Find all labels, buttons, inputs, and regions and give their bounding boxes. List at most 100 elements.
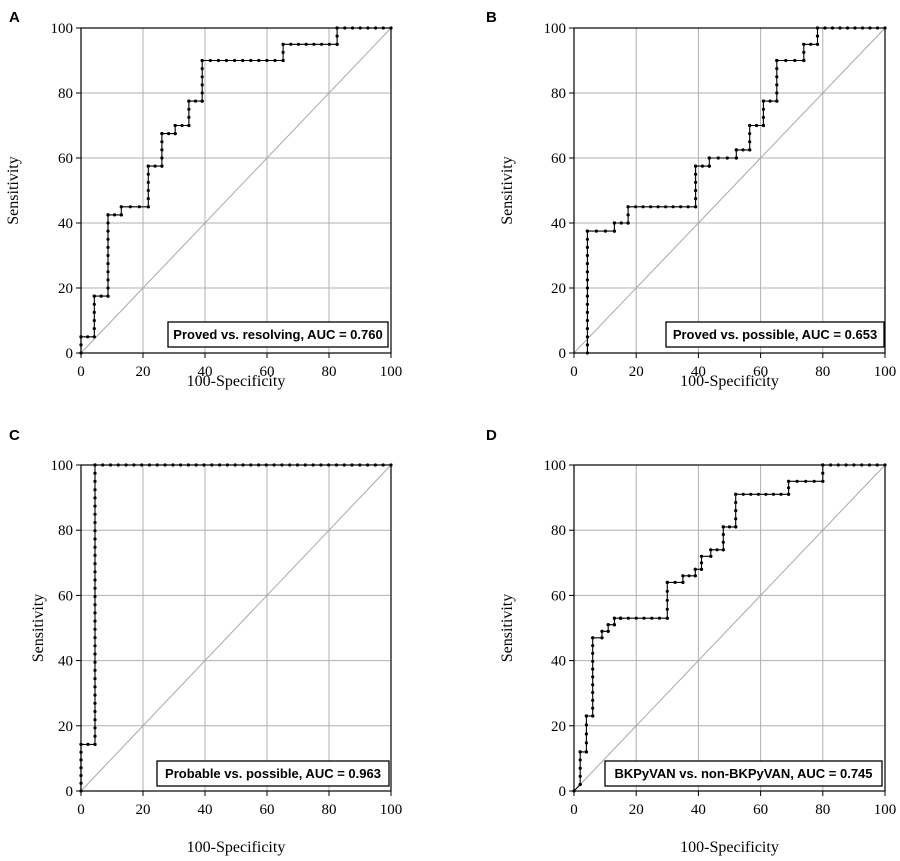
roc-point [106, 237, 110, 241]
roc-point [79, 343, 83, 347]
roc-point [787, 486, 791, 490]
roc-point [187, 107, 191, 111]
roc-point [844, 463, 848, 467]
roc-point [93, 479, 97, 483]
roc-point [761, 115, 766, 119]
roc-point [186, 463, 190, 467]
roc-point [883, 26, 887, 30]
roc-point [106, 253, 110, 258]
roc-point [619, 221, 623, 225]
auc-annotation-text: BKPyVAN vs. non-BKPyVAN, AUC = 0.745 [614, 766, 872, 781]
roc-point [93, 734, 97, 738]
y-tick-label: 100 [544, 21, 567, 37]
roc-point [327, 42, 331, 46]
roc-point [281, 58, 285, 63]
reference-diagonal-line [80, 464, 392, 792]
y-axis-title: Sensitivity [499, 594, 516, 662]
roc-point [591, 706, 595, 710]
roc-point [649, 205, 653, 209]
roc-point [584, 750, 589, 754]
roc-point [296, 42, 301, 46]
roc-point [585, 237, 590, 241]
roc-point [320, 42, 324, 46]
roc-point [634, 616, 638, 620]
roc-point [665, 607, 669, 611]
roc-point [686, 205, 690, 209]
roc-point [92, 294, 96, 298]
roc-point [155, 463, 159, 467]
x-tick-label: 20 [136, 364, 151, 380]
roc-point [106, 245, 110, 249]
x-tick-label: 0 [77, 802, 85, 818]
roc-point [350, 26, 355, 30]
roc-point [681, 574, 685, 578]
roc-point [79, 742, 83, 747]
roc-point [335, 26, 339, 30]
roc-point [92, 302, 96, 306]
roc-point [146, 164, 150, 168]
roc-point [160, 164, 164, 168]
roc-point [93, 553, 97, 558]
x-tick-label: 0 [570, 364, 578, 380]
y-tick-label: 0 [66, 346, 74, 362]
roc-point [334, 463, 339, 467]
x-tick-label: 20 [629, 364, 644, 380]
roc-point [272, 463, 276, 467]
roc-point [273, 58, 277, 63]
y-tick-label: 20 [551, 719, 566, 735]
roc-point [93, 603, 97, 607]
roc-point [327, 463, 331, 467]
panel-letter: A [9, 9, 20, 26]
roc-point [160, 156, 164, 160]
roc-point [257, 463, 261, 467]
roc-point [86, 335, 90, 339]
x-tick-label: 40 [691, 364, 706, 380]
x-tick-label: 40 [691, 802, 706, 818]
roc-point [775, 58, 779, 63]
roc-point [93, 529, 97, 533]
roc-point [381, 26, 385, 30]
roc-point [721, 540, 725, 544]
y-axis-title: Sensitivity [5, 156, 22, 224]
roc-point [350, 463, 354, 467]
roc-point [233, 463, 237, 467]
roc-point [584, 714, 589, 718]
x-axis-title: 100-Specificity [680, 373, 779, 390]
roc-point [187, 115, 191, 119]
roc-point [93, 611, 97, 615]
roc-point [761, 99, 766, 103]
roc-point [335, 34, 339, 38]
roc-point [312, 42, 316, 46]
roc-point [93, 594, 97, 599]
roc-point [868, 26, 872, 30]
roc-point [821, 463, 825, 467]
roc-point [578, 774, 582, 778]
x-axis-title: 100-Specificity [680, 839, 779, 856]
roc-point [775, 67, 779, 71]
roc-point [775, 83, 779, 87]
roc-point [93, 471, 97, 475]
roc-point [132, 463, 136, 467]
roc-point [591, 698, 595, 703]
roc-point [591, 683, 595, 687]
roc-point [79, 758, 83, 762]
roc-point [734, 509, 738, 513]
x-tick-label: 0 [570, 802, 578, 818]
roc-point [202, 463, 206, 467]
roc-point [694, 197, 698, 201]
roc-point [167, 132, 171, 136]
x-tick-label: 60 [260, 364, 275, 380]
roc-point [787, 492, 791, 496]
roc-point [86, 742, 90, 747]
roc-point [93, 709, 97, 714]
roc-point [241, 463, 245, 467]
roc-point [650, 616, 654, 620]
x-axis-title: 100-Specificity [187, 373, 286, 390]
roc-point [700, 164, 705, 168]
y-tick-label: 80 [58, 86, 73, 102]
roc-point [585, 229, 590, 233]
roc-point [693, 574, 697, 578]
roc-point [295, 463, 300, 467]
roc-point [784, 58, 788, 63]
roc-point [304, 42, 308, 46]
